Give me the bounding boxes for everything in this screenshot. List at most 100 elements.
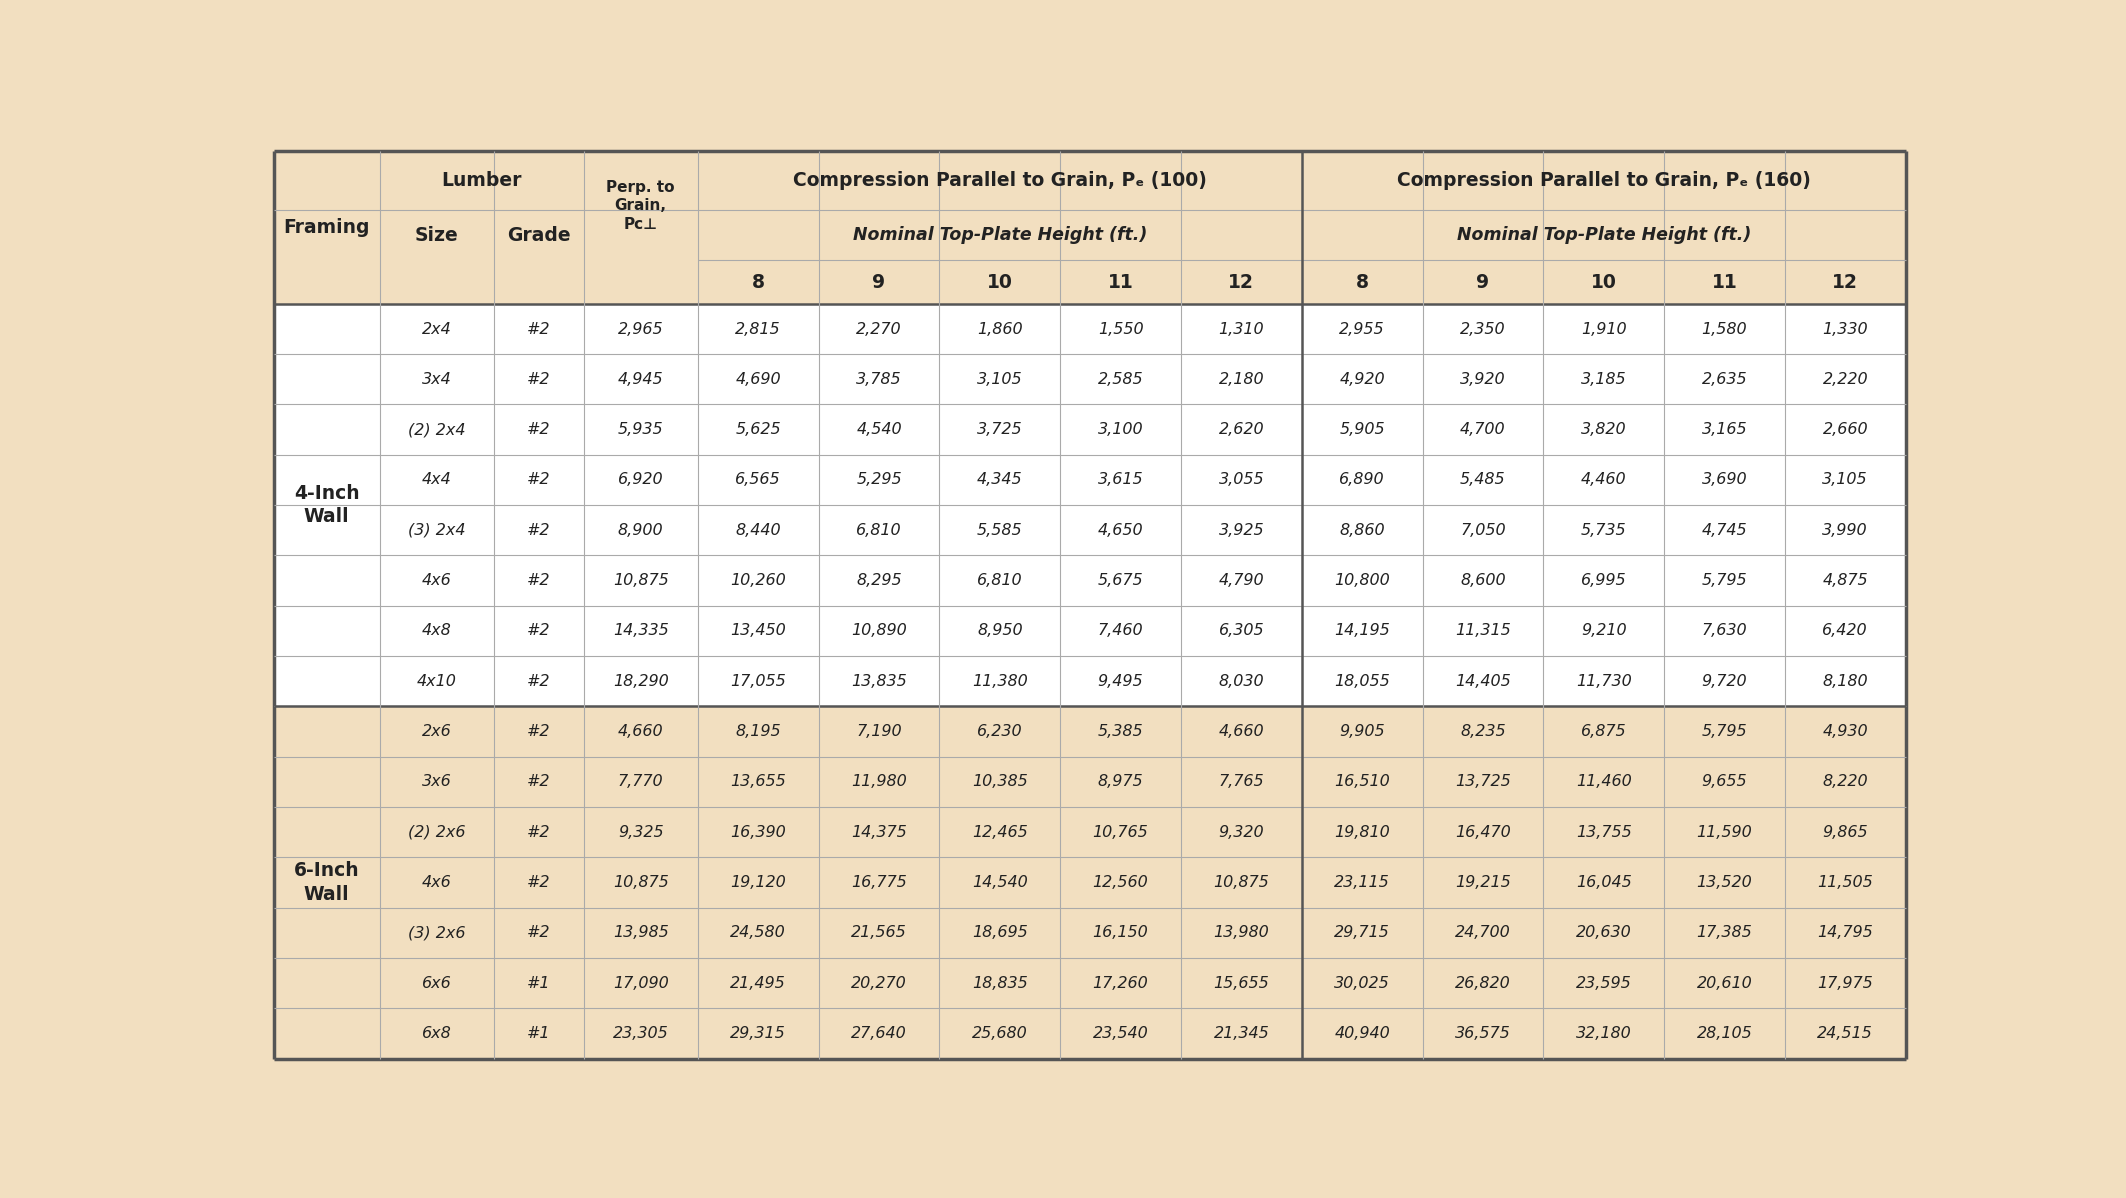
Text: 11,505: 11,505 [1818,875,1873,890]
Text: 16,470: 16,470 [1454,824,1512,840]
Text: (2) 2x4: (2) 2x4 [408,422,466,437]
Text: 9,210: 9,210 [1582,623,1626,639]
Text: 5,935: 5,935 [619,422,663,437]
Text: 4,660: 4,660 [619,724,663,739]
Text: 4,460: 4,460 [1582,472,1626,488]
Text: #1: #1 [527,975,551,991]
Text: 3,785: 3,785 [857,371,901,387]
Text: 16,775: 16,775 [850,875,908,890]
Text: #2: #2 [527,724,551,739]
Text: 3,690: 3,690 [1701,472,1748,488]
Text: 18,835: 18,835 [972,975,1027,991]
Text: 13,980: 13,980 [1214,925,1269,940]
Text: 3,820: 3,820 [1582,422,1626,437]
Text: Lumber: Lumber [442,171,521,190]
Text: 14,335: 14,335 [612,623,668,639]
Bar [274,304,1905,355]
Text: 13,985: 13,985 [612,925,668,940]
Text: 1,550: 1,550 [1097,321,1144,337]
Text: 19,120: 19,120 [731,875,787,890]
Text: #2: #2 [527,522,551,538]
Text: 3,105: 3,105 [1822,472,1869,488]
Text: Compression Parallel to Grain, Pₑ (100): Compression Parallel to Grain, Pₑ (100) [793,171,1208,190]
Text: 5,675: 5,675 [1097,573,1144,588]
Bar [274,506,1905,556]
Text: 10,875: 10,875 [612,573,668,588]
Text: 8,030: 8,030 [1218,673,1265,689]
Text: 4,345: 4,345 [978,472,1023,488]
Text: 16,045: 16,045 [1575,875,1631,890]
Text: 20,270: 20,270 [850,975,908,991]
Text: 16,510: 16,510 [1335,774,1390,789]
Text: 8,235: 8,235 [1461,724,1505,739]
Text: 23,115: 23,115 [1335,875,1390,890]
Text: 40,940: 40,940 [1335,1025,1390,1041]
Text: 11,460: 11,460 [1575,774,1631,789]
Text: 2,660: 2,660 [1822,422,1869,437]
Text: 8,440: 8,440 [736,522,780,538]
Text: Grade: Grade [506,226,570,244]
Text: 36,575: 36,575 [1454,1025,1512,1041]
Text: 14,405: 14,405 [1454,673,1512,689]
Text: 6,810: 6,810 [857,522,901,538]
Bar [274,455,1905,506]
Text: 9,320: 9,320 [1218,824,1265,840]
Text: 16,390: 16,390 [731,824,787,840]
Text: 10,385: 10,385 [972,774,1027,789]
Text: 4x8: 4x8 [421,623,451,639]
Text: 32,180: 32,180 [1575,1025,1631,1041]
Text: 5,905: 5,905 [1339,422,1384,437]
Text: 5,795: 5,795 [1701,573,1748,588]
Text: #2: #2 [527,321,551,337]
Text: 29,315: 29,315 [731,1025,787,1041]
Text: 6,995: 6,995 [1582,573,1626,588]
Text: 6-Inch
Wall: 6-Inch Wall [293,861,359,903]
Text: 10,875: 10,875 [612,875,668,890]
Text: 5,735: 5,735 [1582,522,1626,538]
Text: 17,055: 17,055 [731,673,787,689]
Text: 6,230: 6,230 [978,724,1023,739]
Text: 5,585: 5,585 [978,522,1023,538]
Text: 8,180: 8,180 [1822,673,1869,689]
Text: 15,655: 15,655 [1214,975,1269,991]
Text: 4,920: 4,920 [1339,371,1384,387]
Text: 5,385: 5,385 [1097,724,1144,739]
Text: 9: 9 [872,273,887,291]
Text: 2,635: 2,635 [1701,371,1748,387]
Text: Nominal Top-Plate Height (ft.): Nominal Top-Plate Height (ft.) [853,226,1148,244]
Text: 13,655: 13,655 [731,774,787,789]
Text: 10: 10 [986,273,1012,291]
Text: 17,975: 17,975 [1818,975,1873,991]
Text: Nominal Top-Plate Height (ft.): Nominal Top-Plate Height (ft.) [1456,226,1752,244]
Text: #2: #2 [527,623,551,639]
Text: 3,925: 3,925 [1218,522,1265,538]
Text: #1: #1 [527,1025,551,1041]
Text: 8,860: 8,860 [1339,522,1384,538]
Text: 11: 11 [1711,273,1737,291]
Text: 2,350: 2,350 [1461,321,1505,337]
Text: 23,595: 23,595 [1575,975,1631,991]
Text: 4,745: 4,745 [1701,522,1748,538]
Text: 1,330: 1,330 [1822,321,1869,337]
Text: 21,495: 21,495 [731,975,787,991]
Text: 9,325: 9,325 [619,824,663,840]
Text: 2x4: 2x4 [421,321,451,337]
Text: 2,270: 2,270 [857,321,901,337]
Text: 4x10: 4x10 [417,673,457,689]
Text: 9,905: 9,905 [1339,724,1384,739]
Text: 7,770: 7,770 [619,774,663,789]
Text: 28,105: 28,105 [1697,1025,1752,1041]
Text: 19,810: 19,810 [1335,824,1390,840]
Text: 5,625: 5,625 [736,422,780,437]
Text: (3) 2x4: (3) 2x4 [408,522,466,538]
Text: 8,295: 8,295 [857,573,901,588]
Text: 23,540: 23,540 [1093,1025,1148,1041]
Text: 11,315: 11,315 [1454,623,1512,639]
Text: 1,910: 1,910 [1582,321,1626,337]
Text: #2: #2 [527,673,551,689]
Text: 1,860: 1,860 [978,321,1023,337]
Text: 23,305: 23,305 [612,1025,668,1041]
Text: 4,875: 4,875 [1822,573,1869,588]
Text: 3,055: 3,055 [1218,472,1265,488]
Text: 13,725: 13,725 [1454,774,1512,789]
